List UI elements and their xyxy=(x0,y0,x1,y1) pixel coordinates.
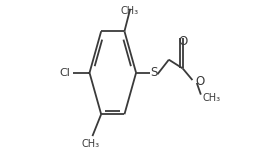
Text: O: O xyxy=(195,75,204,88)
Text: Cl: Cl xyxy=(59,68,70,78)
Text: CH₃: CH₃ xyxy=(82,139,100,148)
Text: O: O xyxy=(178,35,187,48)
Text: CH₃: CH₃ xyxy=(121,6,139,16)
Text: CH₃: CH₃ xyxy=(202,93,220,102)
Text: S: S xyxy=(151,66,158,79)
